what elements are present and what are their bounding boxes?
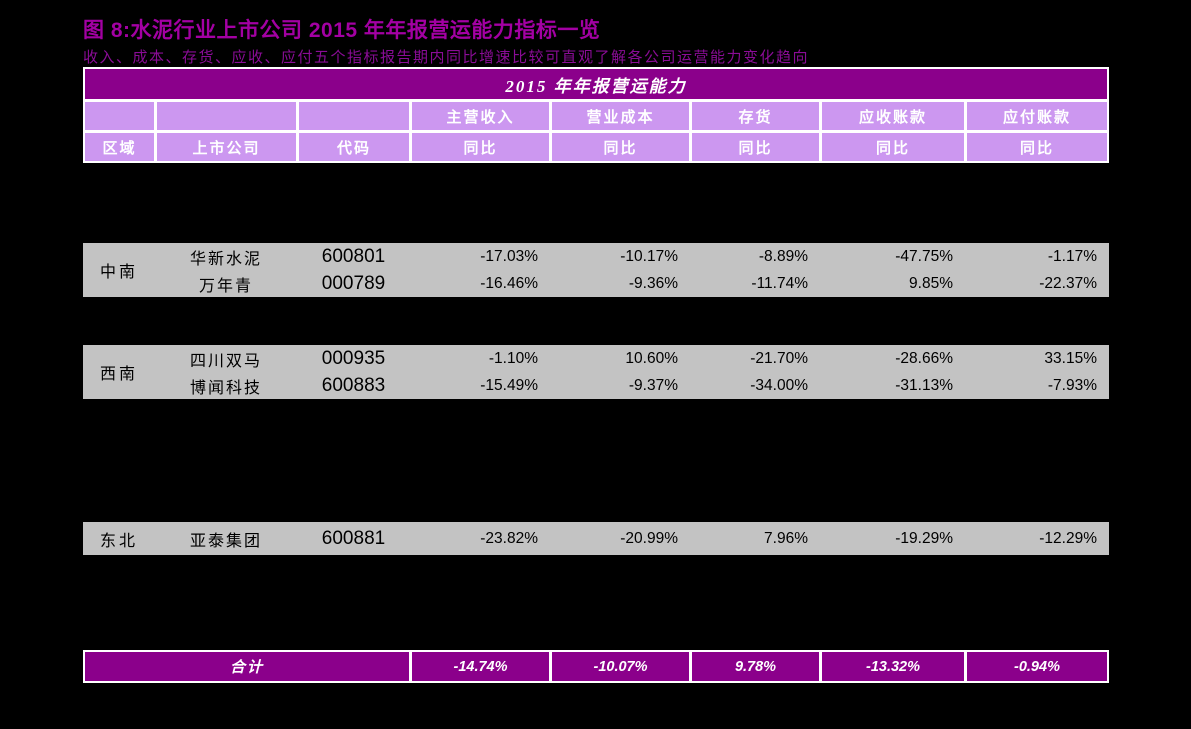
value-cell: -47.75%: [895, 247, 953, 265]
header-blank-cell: [85, 102, 154, 130]
value-cell: 7.96%: [764, 529, 808, 547]
figure-title: 图 8:水泥行业上市公司 2015 年年报营运能力指标一览: [83, 19, 601, 42]
company-cell: 博闻科技: [189, 379, 262, 397]
region-cell: 东北: [99, 532, 138, 550]
value-cell: -7.93%: [1047, 376, 1097, 394]
code-cell: 600883: [321, 374, 386, 396]
header-yoy-cell: 同比: [412, 133, 549, 161]
value-cell: -20.99%: [620, 529, 678, 547]
header-metric-main-revenue: 主营收入: [412, 102, 549, 130]
region-cell: 西南: [99, 366, 138, 383]
value-cell: -21.70%: [750, 349, 808, 367]
header-yoy-cell: 同比: [552, 133, 689, 161]
value-cell: -15.49%: [480, 376, 538, 394]
value-cell: 33.15%: [1044, 349, 1097, 367]
value-cell: 10.60%: [625, 349, 678, 367]
value-cell: -1.17%: [1047, 247, 1097, 265]
table-footer: 合计 -14.74% -10.07% 9.78% -13.32% -0.94%: [83, 650, 1109, 683]
header-key-code: 代码: [299, 133, 409, 161]
value-cell: -31.13%: [895, 376, 953, 394]
header-key-company: 上市公司: [157, 133, 296, 161]
header-metric-receivables: 应收账款: [822, 102, 964, 130]
footer-total-value: 9.78%: [692, 652, 819, 681]
header-blank-cell: [157, 102, 296, 130]
value-cell: -9.37%: [628, 376, 678, 394]
value-cell: -9.36%: [628, 274, 678, 292]
footer-total-value: -13.32%: [822, 652, 964, 681]
footer-total-label: 合计: [85, 652, 409, 681]
code-cell: 000789: [321, 272, 386, 294]
header-key-region: 区域: [85, 133, 154, 161]
value-cell: -17.03%: [480, 247, 538, 265]
company-cell: 四川双马: [189, 352, 262, 370]
figure-subtitle: 收入、成本、存货、应收、应付五个指标报告期内同比增速比较可直观了解各公司运营能力…: [83, 50, 810, 66]
value-cell: -23.82%: [480, 529, 538, 547]
header-metric-operating-cost: 营业成本: [552, 102, 689, 130]
region-group-xinan: 西南 四川双马 000935 -1.10% 10.60% -21.70% -28…: [83, 345, 1109, 399]
company-cell: 华新水泥: [189, 250, 262, 268]
code-cell: 600801: [321, 245, 386, 267]
table-header: 2015 年年报营运能力 主营收入 营业成本 存货 应收账款 应付账款 区域 上…: [83, 67, 1109, 163]
region-group-zhongnan: 中南 华新水泥 600801 -17.03% -10.17% -8.89% -4…: [83, 243, 1109, 297]
value-cell: -10.17%: [620, 247, 678, 265]
region-cell: 中南: [99, 264, 138, 281]
code-cell: 600881: [321, 527, 386, 549]
value-cell: -12.29%: [1039, 529, 1097, 547]
footer-total-value: -10.07%: [552, 652, 689, 681]
value-cell: -22.37%: [1039, 274, 1097, 292]
header-yoy-cell: 同比: [822, 133, 964, 161]
table-banner: 2015 年年报营运能力: [85, 69, 1107, 99]
value-cell: -28.66%: [895, 349, 953, 367]
company-cell: 亚泰集团: [189, 532, 262, 550]
header-blank-cell: [299, 102, 409, 130]
header-yoy-cell: 同比: [692, 133, 819, 161]
region-group-dongbei: 东北 亚泰集团 600881 -23.82% -20.99% 7.96% -19…: [83, 522, 1109, 555]
header-metric-payables: 应付账款: [967, 102, 1107, 130]
header-metric-inventory: 存货: [692, 102, 819, 130]
value-cell: -16.46%: [480, 274, 538, 292]
value-cell: 9.85%: [909, 274, 953, 292]
footer-total-value: -14.74%: [412, 652, 549, 681]
company-cell: 万年青: [198, 277, 253, 295]
footer-total-value: -0.94%: [967, 652, 1107, 681]
header-yoy-cell: 同比: [967, 133, 1107, 161]
value-cell: -11.74%: [751, 274, 808, 292]
value-cell: -8.89%: [758, 247, 808, 265]
value-cell: -34.00%: [750, 376, 808, 394]
code-cell: 000935: [321, 347, 386, 369]
value-cell: -1.10%: [488, 349, 538, 367]
value-cell: -19.29%: [895, 529, 953, 547]
